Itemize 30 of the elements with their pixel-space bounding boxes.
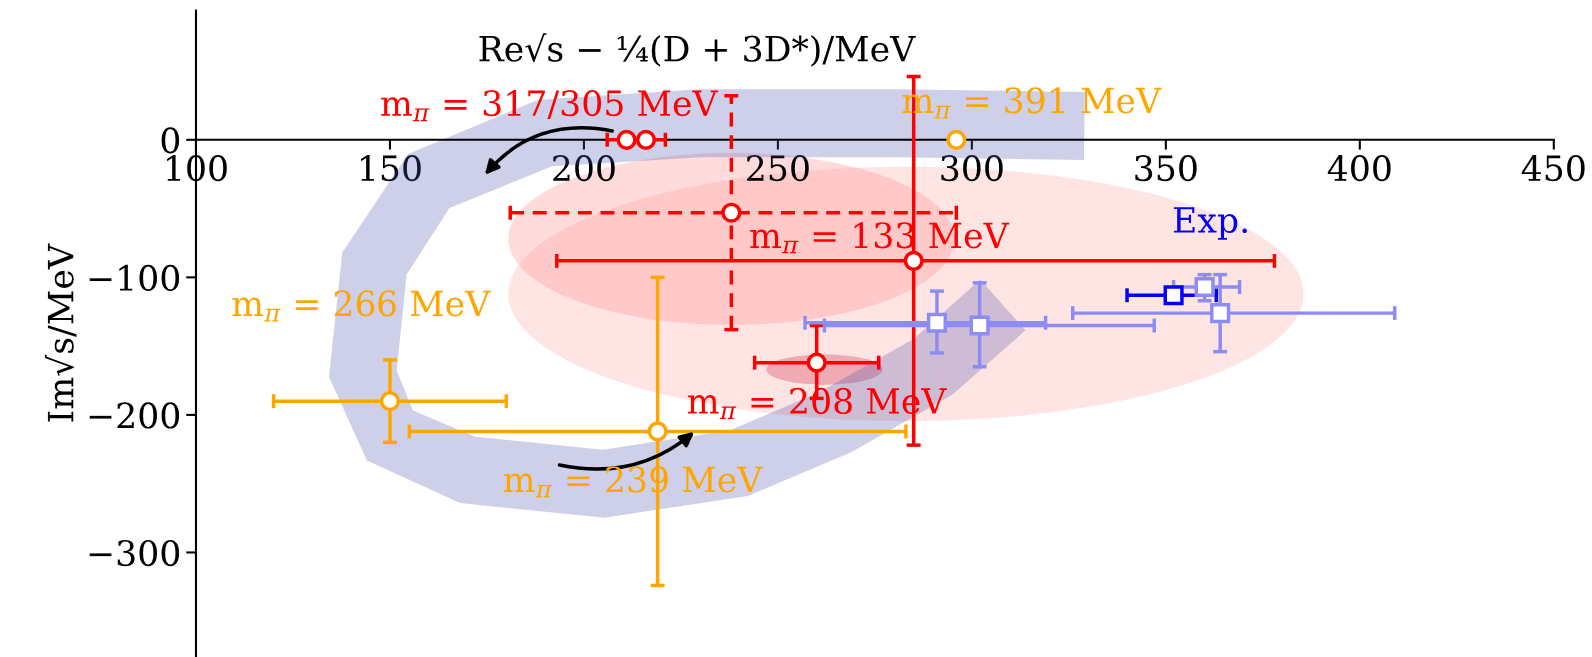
point — [721, 202, 742, 223]
point — [647, 421, 668, 442]
point — [1163, 285, 1184, 306]
series-label: m$_{π}$ = 317/305 MeV — [381, 90, 719, 122]
point — [926, 312, 948, 333]
point — [806, 352, 827, 373]
x-tick-label: 150 — [361, 155, 421, 182]
x-tick-label: 450 — [1521, 155, 1585, 182]
y-tick-label: −100 — [89, 264, 180, 292]
point — [616, 129, 637, 150]
point — [1210, 303, 1231, 324]
y-axis-title: Im√s/MeV — [45, 243, 77, 422]
x-tick-label: 300 — [941, 155, 1003, 182]
y-tick-label: 0 — [161, 127, 180, 154]
x-tick-label: 250 — [747, 155, 809, 182]
x-axis-title: Re√s − ¼(D + 3D*)/MeV — [479, 33, 916, 67]
y-tick-label: −200 — [89, 402, 180, 429]
point — [903, 250, 924, 271]
point — [1194, 276, 1215, 298]
series-label: m$_{π}$ = 133 MeV — [750, 222, 1010, 254]
x-tick-label: 200 — [553, 155, 615, 182]
x-tick-label: 350 — [1135, 155, 1197, 182]
y-tick-label: −300 — [89, 539, 180, 567]
x-tick-label: 400 — [1327, 155, 1391, 182]
point — [635, 129, 657, 150]
point — [946, 129, 967, 150]
point — [969, 315, 990, 336]
point — [379, 391, 401, 412]
text: m$_{π}$ = 266 MeV — [232, 290, 491, 322]
series-label: Exp. — [1173, 207, 1247, 240]
